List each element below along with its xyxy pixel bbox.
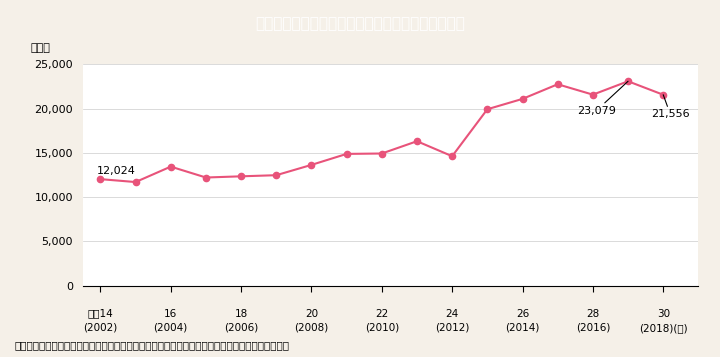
Text: (2014): (2014) <box>505 323 540 333</box>
Text: 16: 16 <box>164 308 177 318</box>
Text: 21,556: 21,556 <box>651 95 690 119</box>
Text: (2016): (2016) <box>576 323 610 333</box>
Text: 30: 30 <box>657 308 670 318</box>
Text: 26: 26 <box>516 308 529 318</box>
Text: 28: 28 <box>586 308 600 318</box>
Text: 24: 24 <box>446 308 459 318</box>
Text: 12,024: 12,024 <box>97 166 136 176</box>
Text: 23,079: 23,079 <box>577 81 628 116</box>
Text: (2008): (2008) <box>294 323 328 333</box>
Text: (2010): (2010) <box>365 323 399 333</box>
Text: (2012): (2012) <box>435 323 469 333</box>
Text: （備考）警察庁「ストーカー事案及び配偶者からの暴力事案等への対応状況について」より作成。: （備考）警察庁「ストーカー事案及び配偶者からの暴力事案等への対応状況について」よ… <box>14 340 289 350</box>
Text: (2002): (2002) <box>84 323 117 333</box>
Text: 22: 22 <box>375 308 388 318</box>
Text: 20: 20 <box>305 308 318 318</box>
Text: Ｉ－６－７図　ストーカー事案の相談等件数の推移: Ｉ－６－７図 ストーカー事案の相談等件数の推移 <box>255 16 465 32</box>
Text: (2004): (2004) <box>153 323 188 333</box>
Text: (2018)(年): (2018)(年) <box>639 323 688 333</box>
Text: (2006): (2006) <box>224 323 258 333</box>
Text: 平成14: 平成14 <box>88 308 113 318</box>
Text: 18: 18 <box>235 308 248 318</box>
Text: （件）: （件） <box>30 43 50 53</box>
